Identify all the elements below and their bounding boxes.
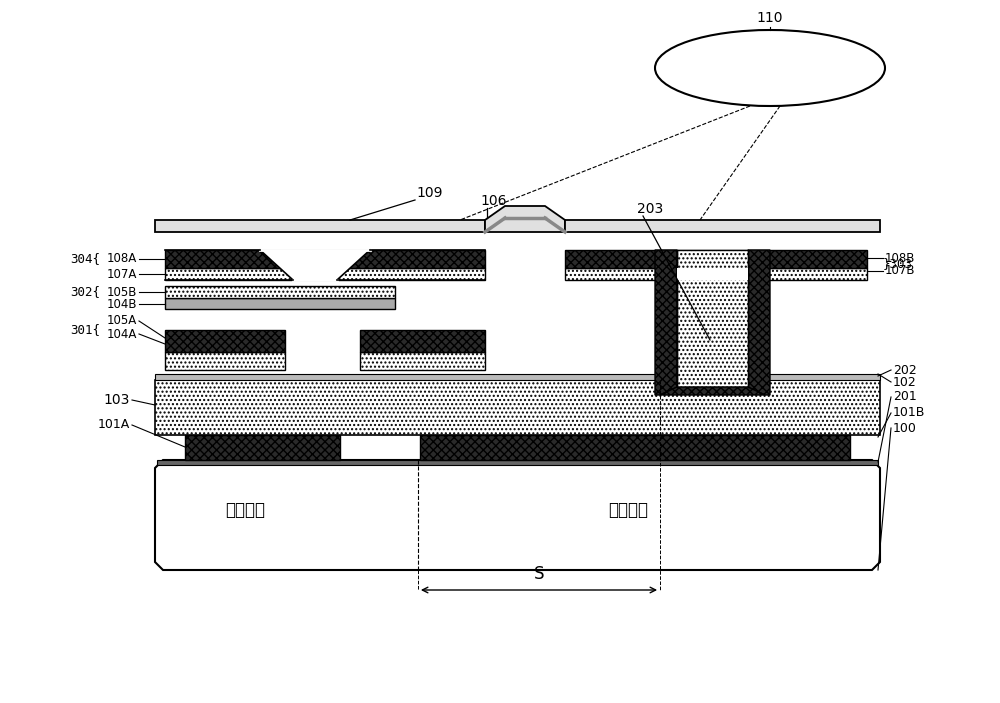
Polygon shape bbox=[165, 250, 485, 268]
Text: 104A: 104A bbox=[107, 328, 137, 340]
Polygon shape bbox=[677, 250, 748, 387]
Polygon shape bbox=[155, 374, 880, 380]
Text: 202: 202 bbox=[893, 363, 917, 377]
Text: 103: 103 bbox=[104, 393, 130, 407]
Text: 105B: 105B bbox=[107, 285, 137, 299]
Polygon shape bbox=[485, 206, 565, 232]
Polygon shape bbox=[165, 268, 485, 280]
Polygon shape bbox=[165, 298, 395, 309]
Text: 201: 201 bbox=[893, 390, 917, 404]
Polygon shape bbox=[260, 250, 370, 280]
Polygon shape bbox=[155, 460, 880, 570]
Polygon shape bbox=[165, 286, 395, 298]
Polygon shape bbox=[360, 352, 485, 370]
Text: S: S bbox=[534, 565, 544, 583]
Text: 101B: 101B bbox=[893, 406, 925, 420]
Polygon shape bbox=[185, 435, 340, 460]
Text: }303: }303 bbox=[883, 257, 913, 271]
Text: 第一区域: 第一区域 bbox=[225, 501, 265, 519]
Text: 101A: 101A bbox=[98, 418, 130, 432]
Polygon shape bbox=[155, 380, 880, 435]
Text: 110: 110 bbox=[757, 11, 783, 25]
Text: 301{: 301{ bbox=[70, 323, 100, 337]
Text: 108A: 108A bbox=[107, 252, 137, 266]
Polygon shape bbox=[655, 250, 677, 395]
Text: 100: 100 bbox=[893, 422, 917, 434]
Text: 203: 203 bbox=[637, 202, 663, 216]
Text: 108B: 108B bbox=[885, 252, 915, 264]
Text: 第二区域: 第二区域 bbox=[608, 501, 648, 519]
Polygon shape bbox=[565, 220, 880, 232]
Text: 106: 106 bbox=[481, 194, 507, 208]
Polygon shape bbox=[360, 330, 485, 352]
Text: 104B: 104B bbox=[106, 297, 137, 311]
Text: 102: 102 bbox=[893, 375, 917, 389]
Polygon shape bbox=[565, 250, 867, 268]
Text: 304{: 304{ bbox=[70, 252, 100, 266]
Text: 105A: 105A bbox=[107, 314, 137, 328]
Polygon shape bbox=[748, 250, 770, 395]
Polygon shape bbox=[165, 330, 285, 352]
Text: 107B: 107B bbox=[885, 264, 916, 278]
Text: 109: 109 bbox=[417, 186, 443, 200]
Polygon shape bbox=[155, 220, 485, 232]
Polygon shape bbox=[660, 387, 765, 395]
Polygon shape bbox=[420, 435, 850, 460]
Polygon shape bbox=[565, 268, 867, 280]
Polygon shape bbox=[157, 460, 878, 465]
Polygon shape bbox=[655, 250, 770, 395]
Polygon shape bbox=[165, 352, 285, 370]
Text: 302{: 302{ bbox=[70, 285, 100, 299]
Text: 107A: 107A bbox=[107, 268, 137, 280]
Polygon shape bbox=[677, 268, 748, 280]
